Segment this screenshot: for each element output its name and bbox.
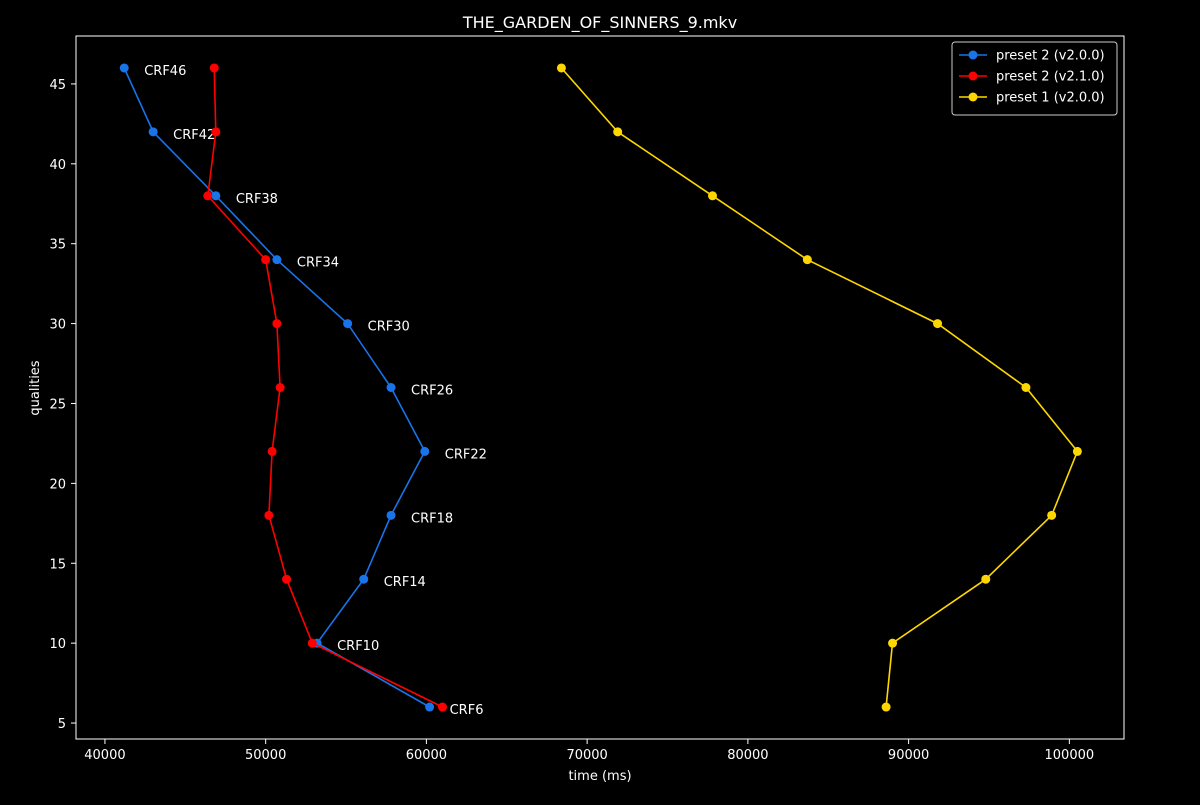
y-tick-label: 35 <box>49 238 66 253</box>
y-tick-label: 5 <box>58 717 66 732</box>
data-point <box>272 319 282 329</box>
legend: preset 2 (v2.0.0) preset 2 (v2.1.0) preset… <box>951 41 1118 116</box>
data-point <box>307 638 317 648</box>
data-point <box>211 127 221 137</box>
data-point <box>282 574 292 584</box>
y-tick-label: 25 <box>49 397 66 412</box>
x-tick-label: 80000 <box>727 748 768 763</box>
y-tick-label: 30 <box>49 318 66 333</box>
data-point <box>386 510 396 520</box>
data-point <box>425 702 435 712</box>
legend-marker <box>968 92 978 102</box>
data-point <box>203 191 213 201</box>
data-point <box>420 446 430 456</box>
point-label: CRF30 <box>368 320 410 335</box>
data-point <box>613 127 623 137</box>
data-point <box>1021 383 1031 392</box>
data-point <box>437 702 447 712</box>
legend-label: preset 2 (v2.0.0) <box>996 49 1105 64</box>
data-point <box>275 383 285 392</box>
x-axis-label: time (ms) <box>568 769 631 784</box>
point-label: CRF10 <box>337 639 379 654</box>
data-point <box>556 63 566 73</box>
data-point <box>359 574 369 584</box>
data-point <box>264 510 274 520</box>
point-label: CRF42 <box>173 128 215 143</box>
y-axis-label: qualities <box>28 360 43 415</box>
plot-frame <box>75 35 1125 740</box>
data-point <box>933 319 943 329</box>
data-point <box>888 638 898 648</box>
legend-label: preset 2 (v2.1.0) <box>996 70 1105 85</box>
data-point <box>881 702 891 712</box>
x-tick-label: 60000 <box>406 748 447 763</box>
legend-box <box>951 41 1118 116</box>
point-label: CRF6 <box>450 703 484 718</box>
data-point <box>1072 446 1082 456</box>
point-label: CRF14 <box>384 575 426 590</box>
point-label: CRF18 <box>411 511 453 526</box>
data-point <box>261 255 271 265</box>
point-label: CRF26 <box>411 384 453 399</box>
data-point <box>148 127 158 137</box>
data-point <box>386 383 396 392</box>
y-tick-label: 15 <box>49 557 66 572</box>
data-point <box>708 191 718 201</box>
point-label: CRF22 <box>445 447 487 462</box>
x-tick-label: 90000 <box>888 748 929 763</box>
y-tick-label: 45 <box>49 78 66 93</box>
data-point <box>209 63 219 73</box>
point-label: CRF46 <box>144 64 186 79</box>
data-point <box>211 191 221 201</box>
legend-marker <box>968 50 978 60</box>
legend-label: preset 1 (v2.0.0) <box>996 91 1105 106</box>
x-tick-label: 40000 <box>84 748 125 763</box>
chart-title: THE_GARDEN_OF_SINNERS_9.mkv <box>462 13 737 33</box>
legend-marker <box>968 71 978 81</box>
plot-area: 40000 50000 60000 70000 80000 90000 100000 5 10 1… <box>49 35 1125 763</box>
x-tick-label: 100000 <box>1045 748 1095 763</box>
point-label: CRF38 <box>236 192 278 207</box>
x-tick-label: 70000 <box>566 748 607 763</box>
data-point <box>272 255 282 265</box>
data-point <box>267 446 277 456</box>
data-point <box>119 63 129 73</box>
data-point <box>981 574 991 584</box>
data-point <box>343 319 353 329</box>
data-point <box>802 255 812 265</box>
y-tick-label: 20 <box>49 477 66 492</box>
x-tick-label: 50000 <box>245 748 286 763</box>
y-tick-label: 40 <box>49 158 66 173</box>
data-point <box>1047 510 1057 520</box>
y-tick-label: 10 <box>49 637 66 652</box>
point-label: CRF34 <box>297 256 339 271</box>
